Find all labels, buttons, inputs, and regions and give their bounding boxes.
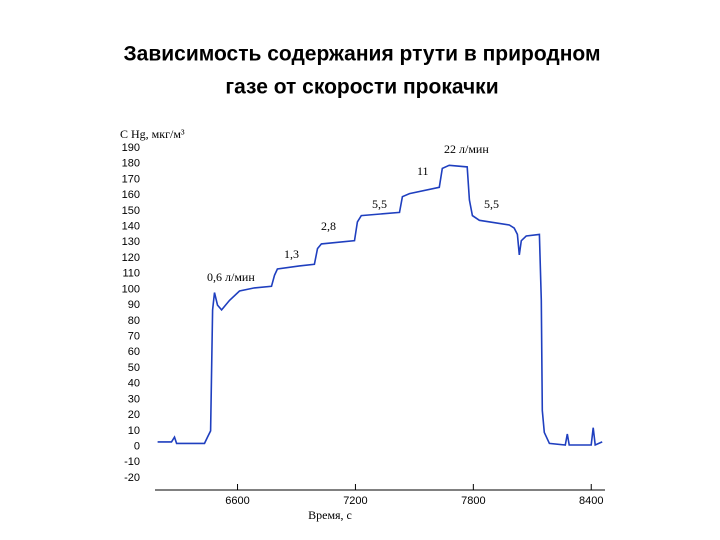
y-tick-label: 10 bbox=[128, 425, 140, 437]
annotation: 5,5 bbox=[484, 197, 499, 211]
y-tick-label: 20 bbox=[128, 409, 140, 421]
annotation: 11 bbox=[417, 164, 429, 178]
x-tick-label: 7200 bbox=[343, 495, 367, 507]
y-tick-label: 100 bbox=[122, 283, 140, 295]
y-tick-label: 80 bbox=[128, 315, 140, 327]
data-line bbox=[157, 164, 603, 447]
y-axis-label: С Hg, мкг/м³ bbox=[120, 127, 185, 141]
y-tick-label: -20 bbox=[124, 472, 140, 484]
annotation: 0,6 л/мин bbox=[207, 270, 255, 284]
y-tick-label: 150 bbox=[122, 205, 140, 217]
y-tick-label: 30 bbox=[128, 393, 140, 405]
y-tick-label: 190 bbox=[122, 142, 140, 154]
y-tick-label: 0 bbox=[134, 440, 140, 452]
y-tick-label: 130 bbox=[122, 236, 140, 248]
y-tick-label: 70 bbox=[128, 330, 140, 342]
annotation: 1,3 bbox=[284, 247, 299, 261]
y-tick-label: 120 bbox=[122, 252, 140, 264]
y-tick-label: 180 bbox=[122, 158, 140, 170]
y-tick-label: 40 bbox=[128, 378, 140, 390]
y-tick-label: -10 bbox=[124, 456, 140, 468]
annotation: 2,8 bbox=[321, 219, 336, 233]
annotation: 5,5 bbox=[372, 197, 387, 211]
y-tick-label: 140 bbox=[122, 220, 140, 232]
y-tick-label: 110 bbox=[122, 268, 140, 280]
y-tick-label: 60 bbox=[128, 346, 140, 358]
y-tick-label: 160 bbox=[122, 189, 140, 201]
annotation: 22 л/мин bbox=[444, 142, 489, 156]
y-tick-label: 170 bbox=[122, 173, 140, 185]
title-line: Зависимость содержания ртути в природном bbox=[123, 43, 600, 66]
y-tick-label: 90 bbox=[128, 299, 140, 311]
x-axis-label: Время, с bbox=[308, 508, 352, 522]
x-tick-label: 8400 bbox=[579, 495, 603, 507]
x-tick-label: 6600 bbox=[225, 495, 249, 507]
title-line: газе от скорости прокачки bbox=[225, 76, 498, 99]
x-tick-label: 7800 bbox=[461, 495, 485, 507]
y-tick-label: 50 bbox=[128, 362, 140, 374]
